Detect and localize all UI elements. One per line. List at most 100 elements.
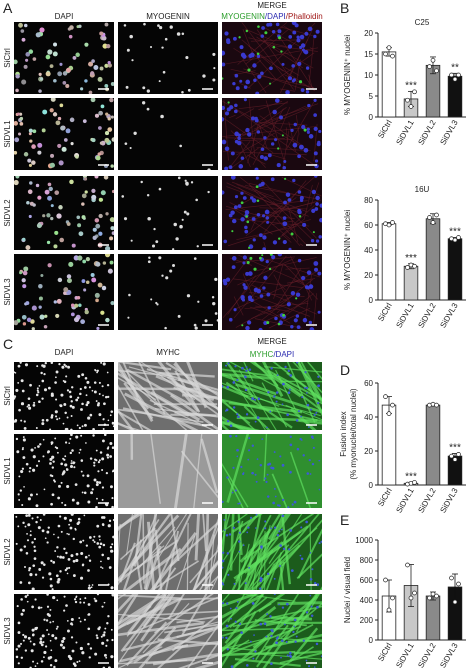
nucleus — [68, 442, 71, 444]
nucleus — [50, 98, 56, 102]
nucleus — [306, 127, 310, 131]
nucleus — [95, 483, 99, 487]
fiber — [118, 514, 143, 530]
nucleus — [66, 629, 70, 633]
fiber — [264, 152, 286, 160]
nucleus — [52, 112, 58, 117]
nucleus — [297, 258, 302, 263]
nucleus — [109, 98, 114, 103]
fiber — [157, 644, 184, 668]
nucleus — [300, 526, 303, 529]
fiber — [259, 115, 304, 147]
nucleus — [240, 294, 245, 300]
nucleus — [216, 319, 218, 322]
nucleus — [88, 559, 92, 562]
nucleus — [38, 568, 42, 571]
fiber — [176, 625, 218, 638]
fiber — [236, 537, 279, 590]
bar — [425, 595, 441, 641]
nucleus — [315, 411, 318, 414]
nucleus — [41, 128, 46, 133]
nucleus — [276, 636, 279, 639]
nucleus — [104, 63, 109, 68]
nucleus — [267, 391, 270, 394]
nucleus — [64, 455, 67, 458]
nucleus — [103, 653, 107, 657]
nucleus — [238, 622, 242, 625]
fiber — [308, 74, 314, 90]
nucleus — [277, 254, 283, 257]
nucleus — [31, 628, 35, 632]
nucleus — [79, 540, 83, 544]
nucleus — [101, 498, 104, 501]
fiber — [223, 151, 307, 156]
fiber — [245, 28, 290, 65]
nucleus — [255, 185, 259, 189]
nucleus — [262, 286, 266, 290]
fiber — [273, 214, 301, 246]
row-label: SiDVL3 — [3, 278, 12, 306]
nucleus — [100, 190, 106, 196]
nucleus — [242, 261, 246, 265]
image-content — [222, 176, 322, 250]
fiber — [222, 594, 258, 626]
nucleus — [49, 162, 55, 168]
nucleus — [66, 532, 69, 535]
nucleus — [98, 393, 101, 395]
nucleus — [109, 414, 112, 417]
nucleus — [47, 263, 52, 268]
nucleus — [58, 205, 63, 210]
nucleus — [54, 410, 58, 414]
nucleus — [239, 45, 244, 50]
nucleus — [77, 517, 81, 521]
y-tick-label: 15 — [364, 50, 373, 59]
image-content — [14, 98, 114, 170]
fiber — [233, 269, 320, 311]
nucleus — [242, 544, 245, 547]
nucleus — [177, 176, 181, 180]
x-tick-label: SiCtrl — [376, 118, 394, 140]
nucleus — [26, 317, 32, 323]
nucleus — [46, 629, 49, 632]
nucleus — [31, 305, 37, 311]
nucleus — [85, 257, 90, 262]
nucleus — [271, 255, 276, 260]
fiber — [169, 521, 218, 568]
nucleus — [20, 656, 24, 659]
nucleus — [23, 64, 28, 69]
nucleus — [32, 129, 37, 134]
nucleus — [38, 72, 42, 76]
nucleus — [28, 49, 34, 54]
nucleus — [265, 480, 268, 483]
nucleus — [76, 501, 80, 505]
fiber — [138, 362, 166, 415]
background — [118, 98, 218, 170]
x-tick-label: SiDVL3 — [438, 118, 460, 146]
nucleus — [318, 235, 322, 239]
nucleus — [103, 631, 106, 634]
nucleus — [299, 437, 302, 441]
nucleus — [110, 549, 114, 553]
nucleus — [111, 543, 114, 546]
nucleus — [21, 37, 26, 42]
x-tick-label: SiDVL1 — [394, 486, 416, 514]
nucleus — [65, 468, 69, 471]
nucleus — [142, 86, 146, 90]
x-tick-label: SiCtrl — [376, 641, 394, 663]
fiber — [228, 114, 236, 119]
nucleus — [42, 514, 46, 516]
nucleus — [226, 420, 230, 423]
nucleus — [39, 519, 42, 521]
fiber — [296, 362, 322, 417]
row-label: SiDVL2 — [3, 199, 12, 227]
nucleus — [68, 390, 72, 394]
nucleus — [23, 152, 29, 157]
nucleus — [61, 556, 65, 559]
nucleus — [75, 641, 78, 644]
nucleus — [305, 90, 310, 94]
nucleus — [20, 598, 23, 601]
nucleus — [59, 404, 63, 408]
nucleus — [262, 235, 267, 240]
nucleus — [89, 457, 93, 460]
data-point — [452, 457, 458, 462]
